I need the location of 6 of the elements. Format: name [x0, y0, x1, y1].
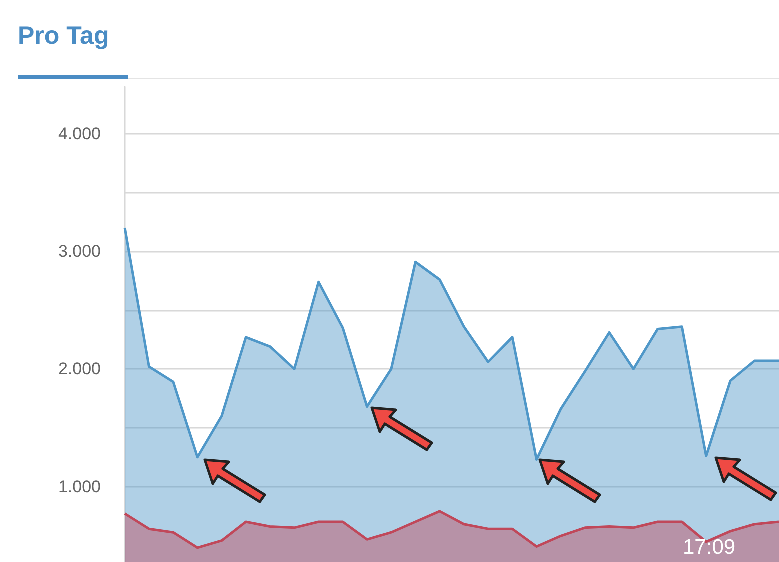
- y-tick-label: 1.000: [58, 477, 101, 496]
- y-tick-label: 3.000: [58, 242, 101, 262]
- y-tick-label: 2.000: [58, 360, 101, 379]
- annotation: 17:09: [683, 536, 736, 560]
- chart-title: Pro Tag: [18, 22, 110, 51]
- y-tick-label: 4.000: [58, 124, 101, 144]
